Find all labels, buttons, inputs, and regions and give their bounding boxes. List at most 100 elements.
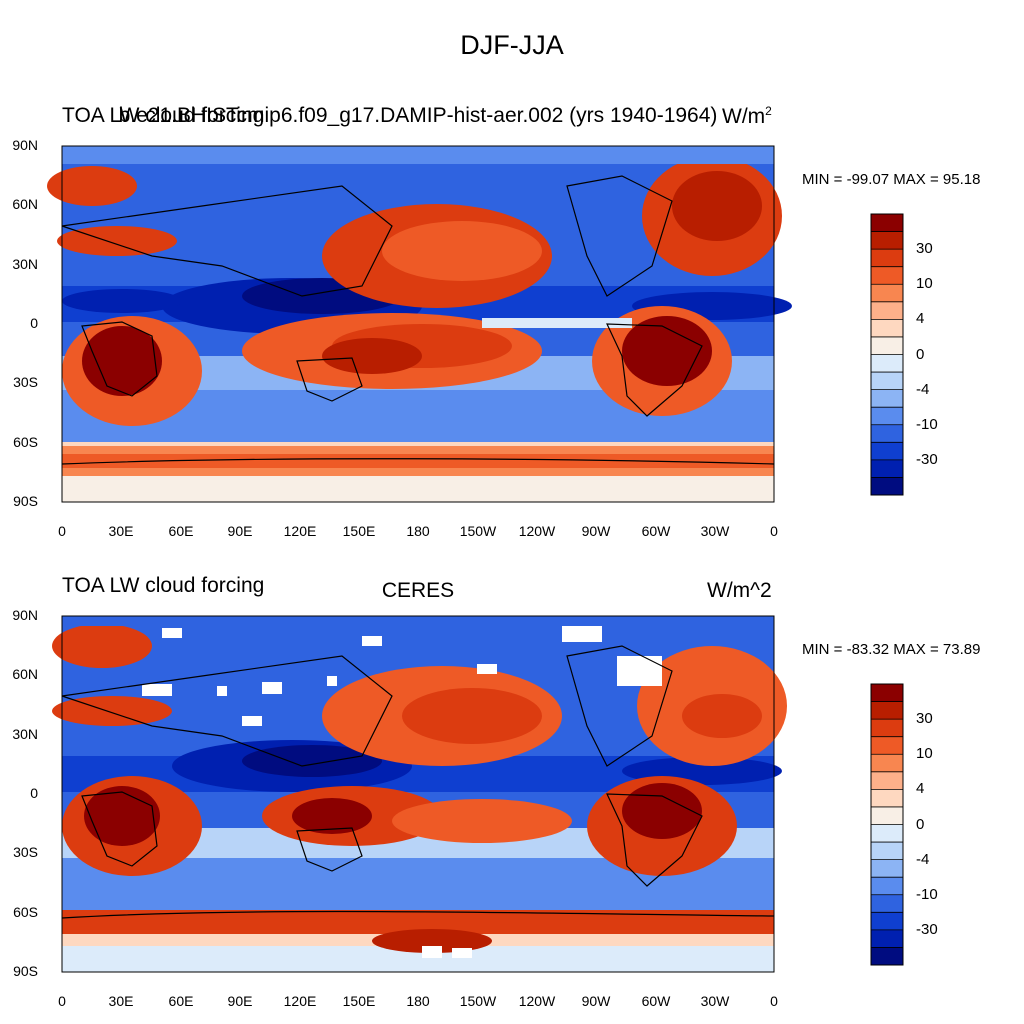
colorbar-swatch (871, 214, 903, 233)
colorbar-label: 4 (916, 780, 925, 798)
p1-lon-label: 60W (641, 523, 671, 539)
colorbar-label: 0 (916, 815, 925, 833)
colorbar-swatch (871, 859, 903, 878)
p1-lon-label: 90E (227, 523, 253, 539)
p1-lon-label: 120W (518, 523, 556, 539)
colorbar-frame (870, 683, 904, 966)
p2-lon-label: 180 (406, 993, 430, 1009)
colorbar-label: -4 (916, 380, 930, 398)
map-panel-observations (52, 616, 787, 972)
colorbar-swatch (871, 389, 903, 408)
p2-lon-label: 0 (58, 993, 66, 1009)
panel1-min-max: MIN = -99.07 MAX = 95.18 (802, 171, 981, 188)
p2-lat-label: 60N (12, 666, 38, 682)
p1-lon-label: 120E (283, 523, 317, 539)
colorbar-swatch (871, 929, 903, 948)
colorbar-swatch (871, 249, 903, 268)
panel1-title-center: b.e21.BHISTcmip6.f09_g17.DAMIP-hist-aer.… (118, 104, 718, 127)
colorbar-label: 30 (916, 710, 933, 728)
panel1-units-base: W/m (722, 105, 766, 128)
colorbar-swatch (871, 894, 903, 913)
panel1-units-superscript: 2 (765, 104, 772, 118)
colorbar-swatch (871, 407, 903, 426)
p1-lat-label: 0 (30, 315, 38, 331)
colorbar-swatch (871, 771, 903, 790)
p1-lat-label: 60N (12, 196, 38, 212)
panel2-units: W/m^2 (707, 579, 772, 602)
colorbar-label: 4 (916, 310, 925, 328)
panel2-title-left: TOA LW cloud forcing (62, 574, 265, 597)
p2-lon-label: 0 (770, 993, 778, 1009)
p2-lon-label: 30E (108, 993, 134, 1009)
colorbar-swatch (871, 877, 903, 896)
colorbar-swatch (871, 319, 903, 338)
colorbar-swatch (871, 947, 903, 966)
colorbar-panel2 (870, 683, 904, 966)
colorbar-swatch (871, 684, 903, 703)
panel2-min-max: MIN = -83.32 MAX = 73.89 (802, 641, 981, 658)
p2-lon-label: 30W (700, 993, 730, 1009)
p2-lat-label: 90N (12, 607, 38, 623)
colorbar-label: 10 (916, 275, 933, 293)
p1-lon-label: 90W (581, 523, 611, 539)
map-frame-panel2 (61, 615, 775, 973)
colorbar-swatch (871, 442, 903, 461)
colorbar-label: 30 (916, 240, 933, 258)
p1-lon-label: 30E (108, 523, 134, 539)
p2-lon-label: 60W (641, 993, 671, 1009)
colorbar-swatch (871, 231, 903, 250)
colorbar-swatch (871, 266, 903, 285)
map-panel-model (47, 146, 792, 502)
p1-lat-label: 30S (13, 374, 38, 390)
p2-lat-label: 30N (12, 726, 38, 742)
colorbar-swatch (871, 284, 903, 303)
colorbar-swatch (871, 336, 903, 355)
colorbar-label: -30 (916, 450, 938, 468)
colorbar-label: -10 (916, 415, 938, 433)
colorbar-swatch (871, 754, 903, 773)
p1-lon-label: 0 (58, 523, 66, 539)
p1-lon-label: 150W (459, 523, 497, 539)
p1-lon-label: 0 (770, 523, 778, 539)
colorbar-swatch (871, 806, 903, 825)
p2-lon-label: 60E (168, 993, 194, 1009)
figure-title: DJF-JJA (460, 30, 564, 60)
panel1-title-left: TOA LW cloud forcing (62, 104, 265, 127)
colorbar-swatch (871, 736, 903, 755)
colorbar-label: -30 (916, 920, 938, 938)
p2-lon-label: 120E (283, 993, 317, 1009)
colorbar-swatch (871, 824, 903, 843)
p2-lon-label: 150E (342, 993, 376, 1009)
p1-lat-label: 90S (13, 493, 38, 509)
colorbar-swatch (871, 842, 903, 861)
p1-lon-label: 30W (700, 523, 730, 539)
colorbar-label: -10 (916, 885, 938, 903)
p1-lat-label: 90N (12, 137, 38, 153)
colorbar-swatch (871, 459, 903, 478)
p2-lon-label: 120W (518, 993, 556, 1009)
map-frame-panel1 (61, 145, 775, 503)
colorbar-swatch (871, 424, 903, 443)
colorbar-swatch (871, 701, 903, 720)
colorbar-swatch (871, 912, 903, 931)
colorbar-label: 0 (916, 345, 925, 363)
colorbar-swatch (871, 789, 903, 808)
p2-lon-label: 150W (459, 993, 497, 1009)
p1-lon-label: 180 (406, 523, 430, 539)
panel2-title-center: CERES (381, 579, 455, 602)
p2-lon-label: 90E (227, 993, 253, 1009)
colorbar-label: 10 (916, 745, 933, 763)
p2-lon-label: 90W (581, 993, 611, 1009)
colorbar-label: -4 (916, 850, 930, 868)
colorbar-swatch (871, 372, 903, 391)
panel1-units: W/m2 (722, 104, 772, 129)
p2-lat-label: 0 (30, 785, 38, 801)
colorbar-swatch (871, 719, 903, 738)
colorbar-swatch (871, 301, 903, 320)
p1-lon-label: 60E (168, 523, 194, 539)
colorbar-swatch (871, 354, 903, 373)
p1-lat-label: 60S (13, 434, 38, 450)
p2-lat-label: 30S (13, 844, 38, 860)
colorbar-swatch (871, 477, 903, 496)
p2-lat-label: 90S (13, 963, 38, 979)
